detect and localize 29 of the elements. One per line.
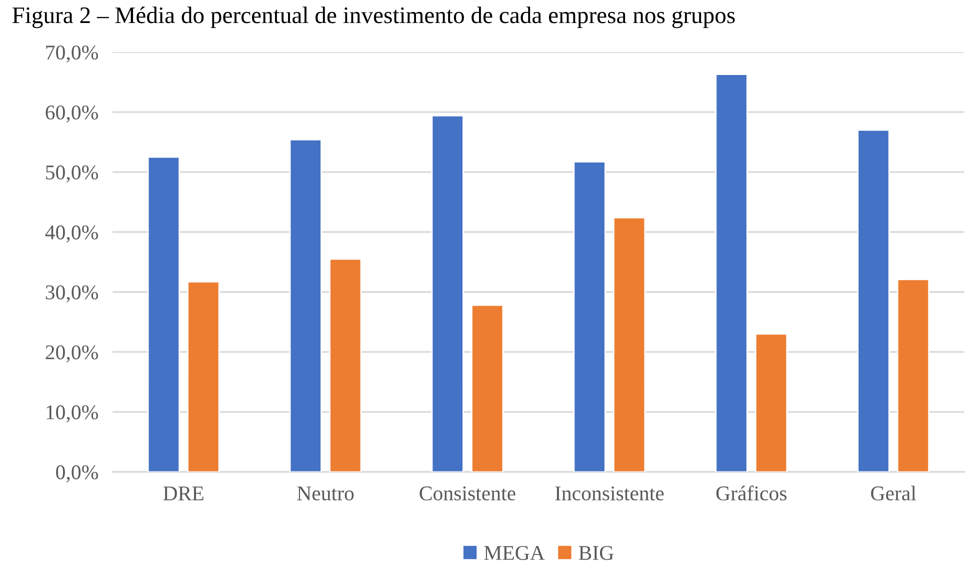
bar [471, 304, 504, 472]
bar [573, 161, 606, 472]
y-tick-label: 70,0% [46, 45, 98, 63]
x-tick-label: DRE [163, 486, 204, 500]
bar [431, 114, 464, 472]
legend-label: BIG [578, 546, 614, 560]
y-tick-label: 50,0% [46, 165, 98, 182]
bar [754, 333, 788, 472]
x-tick-label: Geral [871, 486, 916, 500]
bar [187, 281, 220, 472]
x-tick-label: Inconsistente [555, 486, 664, 500]
y-tick-label: 10,0% [46, 405, 98, 422]
y-tick-label: 30,0% [46, 285, 98, 302]
legend-label: MEGA [484, 546, 545, 560]
bar [147, 156, 180, 472]
y-tick-label: 20,0% [46, 345, 98, 362]
bar [329, 258, 362, 472]
bar [289, 138, 322, 472]
bar [612, 216, 646, 472]
bar [715, 74, 748, 472]
x-tick-label: Consistente [420, 486, 516, 500]
y-tick-label: 0,0% [56, 465, 98, 482]
bar [896, 278, 930, 472]
y-tick-label: 60,0% [46, 105, 98, 123]
x-tick-label: Neutro [297, 486, 354, 500]
y-tick-label: 40,0% [45, 225, 98, 242]
chart-title: Figura 2 – Média do percentual de investimento de cada empresa nos grupos [12, 6, 735, 28]
x-tick-label: Gráficos [716, 486, 786, 500]
bar [857, 129, 890, 472]
